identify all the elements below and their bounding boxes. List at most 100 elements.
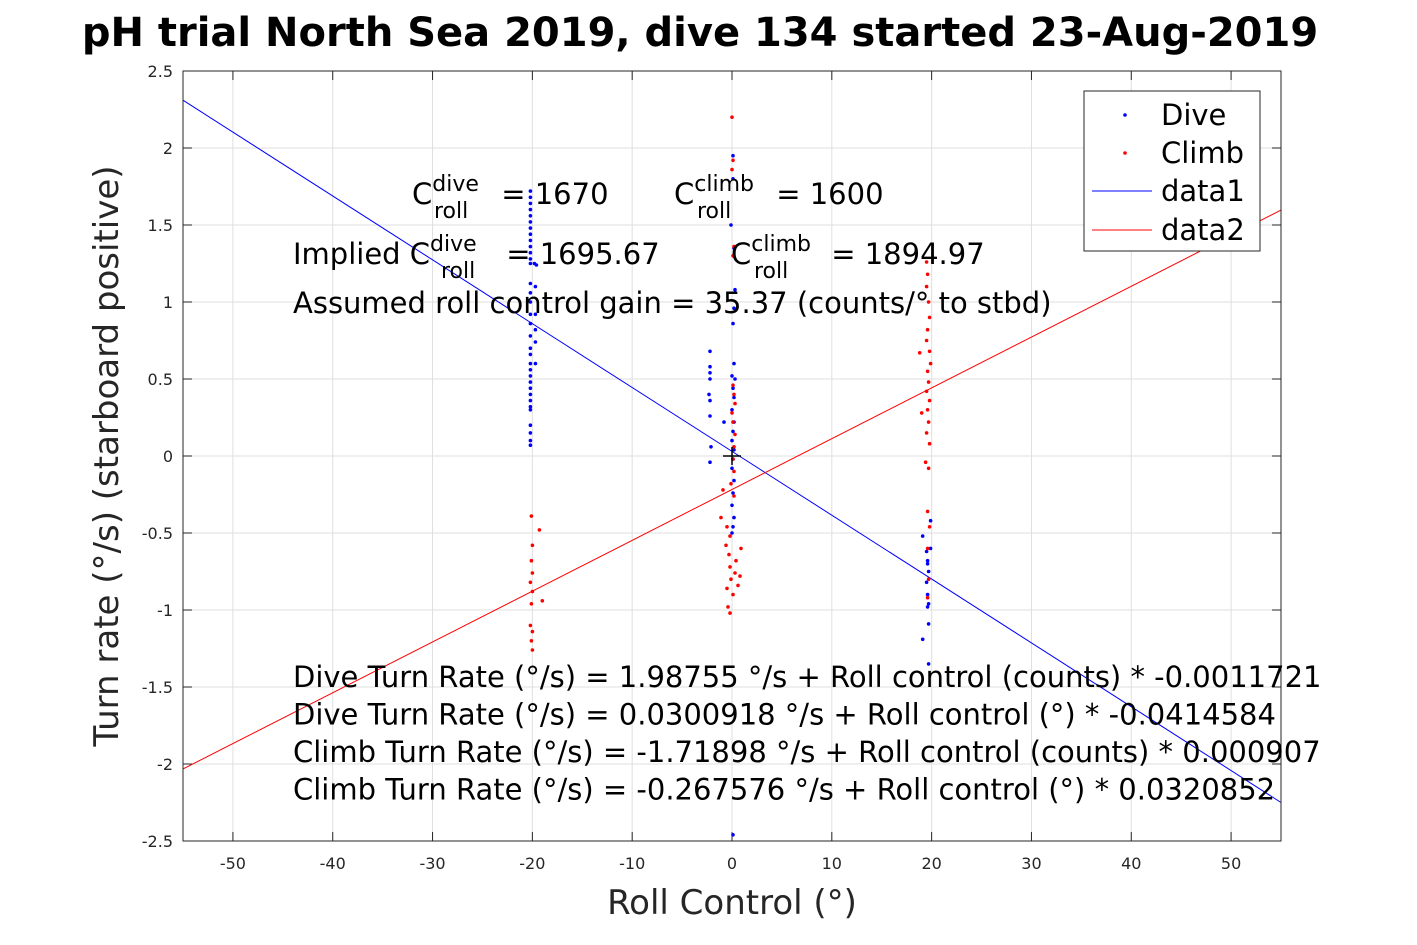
point-climb (725, 525, 729, 529)
y-tick-label: -2.5 (142, 832, 173, 851)
point-dive (730, 531, 734, 535)
point-climb (924, 338, 929, 343)
point-dive (528, 214, 533, 218)
point-dive (528, 291, 533, 295)
point-dive (733, 377, 737, 381)
point-dive (528, 423, 533, 428)
point-climb (734, 558, 738, 563)
point-climb (725, 586, 729, 591)
x-tick-label: -40 (320, 854, 346, 873)
point-dive (730, 503, 734, 508)
point-dive (707, 392, 711, 397)
point-climb (919, 411, 924, 415)
point-dive (925, 562, 930, 566)
x-tick-label: 10 (822, 854, 842, 873)
point-climb (530, 571, 535, 575)
point-climb (529, 602, 534, 606)
point-dive (528, 438, 533, 443)
point-dive (731, 429, 735, 434)
point-dive (708, 460, 712, 465)
point-climb (925, 408, 930, 412)
fit-line-data2 (182, 209, 1282, 770)
point-dive (731, 833, 735, 837)
point-climb (730, 115, 734, 119)
legend-dive-label: Dive (1161, 98, 1226, 132)
point-climb (530, 648, 535, 652)
point-dive (730, 374, 734, 378)
point-dive (920, 534, 925, 538)
point-climb (925, 327, 930, 332)
point-climb (727, 552, 731, 557)
point-climb (917, 351, 922, 355)
point-climb (731, 383, 735, 388)
point-climb (926, 466, 931, 471)
y-tick-label: 0 (163, 447, 173, 466)
chart-title: pH trial North Sea 2019, dive 134 starte… (82, 10, 1318, 56)
point-climb (928, 361, 933, 366)
point-dive (730, 438, 734, 443)
point-dive (528, 195, 533, 200)
point-climb (925, 546, 930, 551)
point-climb (529, 558, 534, 563)
point-climb (731, 254, 735, 258)
point-climb (927, 441, 932, 446)
point-dive (731, 525, 735, 529)
point-dive (708, 371, 712, 375)
gain-annotation: Assumed roll control gain = 35.37 (count… (293, 286, 1052, 320)
point-dive (733, 287, 737, 292)
point-dive (528, 404, 533, 409)
x-tick-label: -20 (519, 854, 545, 873)
point-dive (528, 189, 533, 193)
c-climb-roll-annotation: Cclimb roll = 1600 (674, 172, 884, 224)
fit-equation: Dive Turn Rate (°/s) = 1.98755 °/s + Rol… (293, 660, 1321, 694)
point-climb (729, 577, 733, 581)
point-dive (708, 364, 712, 369)
point-dive (528, 352, 533, 357)
point-dive (928, 518, 933, 523)
point-climb (732, 392, 736, 397)
point-dive (729, 223, 733, 227)
point-climb (738, 574, 742, 578)
point-dive (528, 261, 533, 266)
y-tick-label: -0.5 (142, 524, 173, 543)
point-climb (719, 515, 723, 520)
point-climb (733, 432, 737, 437)
point-dive (731, 386, 735, 391)
point-dive (534, 263, 539, 267)
point-dive (920, 637, 925, 642)
point-dive (528, 392, 533, 397)
point-climb (530, 629, 535, 634)
legend-box (1083, 90, 1261, 252)
point-climb (926, 300, 931, 304)
point-dive (732, 361, 736, 366)
legend-climb-marker (1123, 151, 1127, 155)
point-dive (926, 569, 931, 574)
point-climb (530, 543, 535, 548)
point-climb (739, 546, 743, 551)
point-climb (724, 543, 728, 548)
legend-climb-label: Climb (1161, 136, 1244, 170)
y-tick-label: 0.5 (148, 370, 173, 389)
x-axis-label: Roll Control (°) (607, 883, 857, 923)
point-climb (728, 611, 732, 615)
point-climb (927, 525, 932, 529)
point-dive (730, 408, 734, 412)
point-dive (708, 349, 712, 354)
x-tick-label: 20 (921, 854, 941, 873)
point-dive (533, 327, 538, 332)
point-climb (529, 639, 534, 643)
point-dive (528, 207, 533, 212)
legend-data1-label: data1 (1161, 174, 1245, 208)
point-dive (533, 340, 538, 344)
fit-equation: Dive Turn Rate (°/s) = 0.0300918 °/s + R… (293, 698, 1276, 732)
y-axis-label: Turn rate (°/s) (starboard positive) (87, 165, 127, 747)
point-dive (533, 312, 538, 317)
x-tick-label: 0 (727, 854, 737, 873)
point-climb (924, 260, 929, 264)
point-climb (923, 460, 928, 465)
x-tick-label: -10 (619, 854, 645, 873)
point-climb (728, 565, 732, 569)
point-dive (528, 368, 533, 372)
x-tick-label: -30 (419, 854, 445, 873)
